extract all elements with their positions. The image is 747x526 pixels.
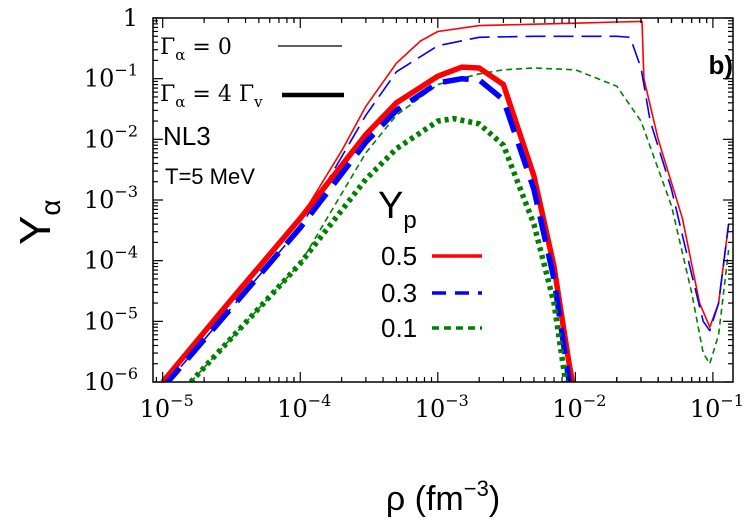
plot-frame [152,17,734,383]
style-legend-label-thick: Γα = 4 Γv [160,82,263,111]
y-tick-label: 10−3 [84,182,138,214]
panel-label: b) [708,50,733,80]
color-legend-label-2: 0.1 [381,313,417,343]
y-tick-label: 10−4 [84,243,138,275]
series-line-yp-03-gamma-4 [164,75,572,382]
model-annotation: NL3 [163,121,211,151]
tick-marks [153,17,733,383]
y-tick-label: 10−6 [84,364,138,396]
y-axis-label: Yα [11,199,66,245]
series-line-yp-03-gamma-0 [166,35,730,382]
x-tick-label: 10−3 [415,391,469,423]
color-legend: Yp 0.5 0.3 0.1 [378,185,482,343]
tick-labels: 10−5 10−4 10−3 10−2 10−1 1 10−1 10−2 10−3 10−4 10−… [84,4,744,423]
y-tick-label: 10−1 [84,61,138,93]
data-series [160,20,730,382]
x-tick-label: 10−1 [690,391,744,423]
series-line-yp-01-gamma-0 [190,67,730,382]
style-legend-label-thin: Γα = 0 [160,35,232,64]
x-tick-label: 10−2 [552,391,606,423]
y-tick-label: 10−2 [84,121,138,153]
color-legend-label-0: 0.5 [381,241,417,271]
series-line-yp-01-gamma-4 [188,115,569,382]
color-legend-label-1: 0.3 [381,278,417,308]
y-tick-label: 10−5 [84,303,138,335]
style-legend: Γα = 0 Γα = 4 Γv [160,35,344,111]
color-legend-title: Yp [378,185,417,234]
x-tick-label: 10−4 [277,391,331,423]
temperature-annotation: T=5 MeV [165,164,255,189]
x-axis-label: ρ (fm−3) [386,476,500,518]
y-tick-label: 1 [123,4,138,32]
x-tick-label: 10−5 [140,391,194,423]
